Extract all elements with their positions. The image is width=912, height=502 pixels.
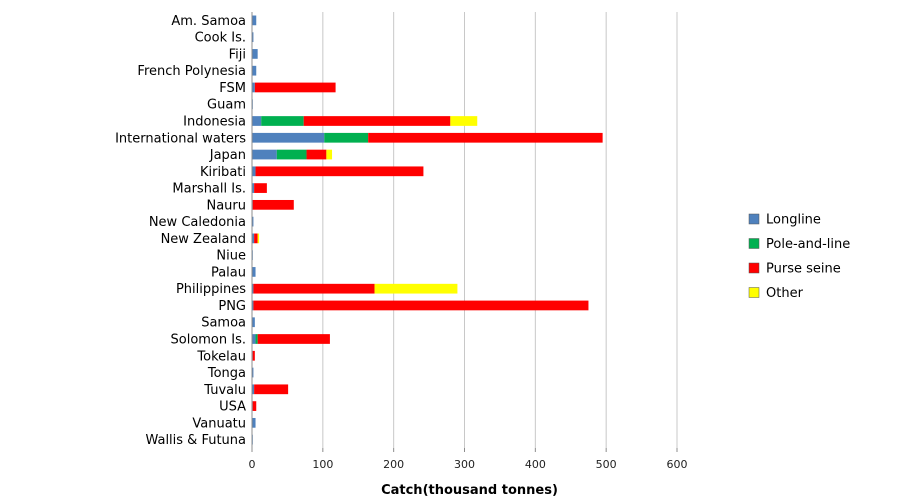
bar-longline [252, 267, 256, 277]
bar-purse-seine [254, 183, 267, 193]
bar-longline [252, 317, 255, 328]
category-labels: Am. Samoa Cook Is.Fiji French Polynesia FSM… [115, 14, 246, 448]
bar-purse-seine [257, 334, 330, 344]
legend-swatch [748, 287, 760, 298]
bar-purse-seine [252, 199, 294, 210]
category-label: Vanuatu [192, 416, 246, 431]
x-tick-label: 0 [249, 458, 256, 471]
bar-purse-seine [252, 350, 255, 361]
bar-pole-and-line [276, 149, 307, 160]
bar-longline [252, 15, 257, 26]
category-label: New Zealand [161, 232, 246, 247]
bar-purse-seine [254, 82, 336, 93]
category-label: Philippines [176, 282, 246, 297]
x-tick-label: 100 [312, 458, 333, 471]
category-label: Guam [207, 98, 246, 113]
legend: Longline Pole-and-line Purse seine Other [748, 213, 850, 301]
bars [252, 15, 603, 445]
category-label: Indonesia [183, 115, 246, 130]
category-label: Samoa [201, 316, 246, 331]
legend-label: Longline [766, 213, 821, 228]
bar-longline [252, 334, 256, 344]
bar-longline [252, 116, 262, 126]
bar-longline [252, 183, 255, 193]
bar-longline [252, 367, 254, 378]
category-label: Japan [209, 148, 246, 163]
bar-longline [252, 417, 256, 428]
x-tick-label: 400 [525, 458, 546, 471]
category-label: PNG [218, 299, 246, 314]
category-label: Tonga [207, 366, 246, 381]
bar-pole-and-line [255, 334, 258, 344]
bar-pole-and-line [261, 116, 304, 126]
bar-purse-seine [254, 233, 258, 244]
bar-other [450, 116, 478, 126]
x-tick-labels: 0 100 200 300 400 500 600 [249, 458, 688, 471]
category-label: Cook Is. [195, 31, 246, 46]
x-tick-label: 300 [454, 458, 475, 471]
bar-purse-seine [255, 166, 424, 177]
bar-pole-and-line [324, 132, 369, 143]
bar-longline [252, 132, 325, 143]
x-tick-label: 500 [596, 458, 617, 471]
legend-label: Other [766, 286, 804, 301]
bar-longline [252, 166, 256, 177]
category-label: French Polynesia [137, 64, 246, 79]
category-label: Kiribati [200, 165, 246, 180]
category-label: Tuvalu [203, 383, 246, 398]
bar-purse-seine [368, 132, 603, 143]
bar-purse-seine [253, 283, 375, 294]
bar-purse-seine [253, 300, 589, 311]
bar-longline [252, 32, 254, 43]
bar-purse-seine [306, 149, 327, 160]
bar-other [257, 233, 260, 244]
category-label: Am. Samoa [171, 14, 246, 29]
bar-purse-seine [252, 401, 257, 411]
category-label: Marshall Is. [172, 182, 246, 197]
bar-longline [252, 283, 254, 294]
category-label: International waters [115, 131, 246, 146]
bar-longline [252, 216, 254, 227]
bar-longline [252, 149, 277, 160]
bar-other [374, 283, 458, 294]
category-label: USA [219, 400, 246, 415]
bar-longline [252, 82, 255, 93]
bar-longline [252, 300, 254, 311]
x-axis-title: Catch(thousand tonnes) [381, 483, 558, 498]
legend-label: Purse seine [766, 262, 841, 277]
category-label: New Caledonia [149, 215, 246, 230]
category-label: Wallis & Futuna [145, 433, 246, 448]
category-label: Niue [216, 249, 246, 264]
bar-purse-seine [303, 116, 451, 126]
legend-swatch [748, 213, 760, 225]
category-label: Fiji [229, 47, 246, 62]
category-label: Solomon Is. [171, 333, 247, 348]
legend-swatch [748, 238, 760, 249]
bar-longline [252, 65, 257, 76]
category-label: FSM [219, 81, 246, 96]
bar-purse-seine [254, 384, 289, 395]
x-tick-label: 200 [383, 458, 404, 471]
bar-longline [252, 233, 255, 244]
category-label: Tokelau [196, 349, 246, 364]
legend-swatch [748, 262, 760, 274]
category-label: Palau [211, 265, 246, 280]
bar-longline [252, 49, 258, 59]
gridlines [251, 12, 678, 452]
bar-longline [252, 384, 255, 395]
category-label: Nauru [206, 198, 246, 213]
bar-other [326, 149, 333, 160]
x-tick-label: 600 [667, 458, 688, 471]
legend-label: Pole-and-line [766, 237, 850, 252]
